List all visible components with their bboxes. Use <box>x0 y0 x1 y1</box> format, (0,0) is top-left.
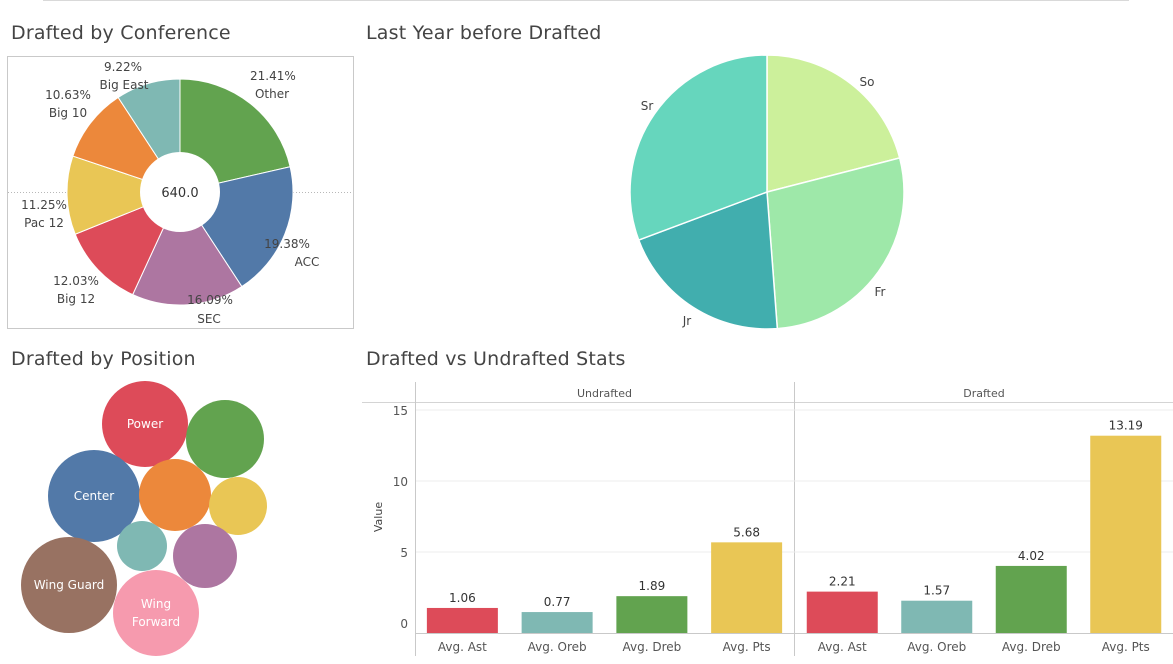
bar-value-label-drafted-avg-ast: 2.21 <box>829 575 856 589</box>
donut-slice-pac-12[interactable] <box>66 155 182 235</box>
bar-undrafted-avg-ast[interactable] <box>426 607 498 633</box>
position-bubble-power[interactable] <box>102 381 188 467</box>
donut-pct-label-big-12: 12.03% <box>53 274 99 288</box>
bar-drafted-avg-ast[interactable] <box>806 591 878 633</box>
y-tick-label-5: 5 <box>400 546 408 560</box>
last-year-pie-chart[interactable]: So Fr Jr Sr <box>629 54 905 330</box>
pie-label-so: So <box>860 75 875 89</box>
x-tick-label-undrafted-avg-oreb: Avg. Oreb <box>528 640 587 654</box>
position-bubble-chart[interactable]: Power Center Wing Guard Wing Forward <box>21 381 267 656</box>
bar-drafted-avg-dreb[interactable] <box>995 565 1067 633</box>
bar-drafted-avg-pts[interactable] <box>1090 435 1162 633</box>
panel-header-undrafted: Undrafted <box>577 387 632 400</box>
position-bubble-center[interactable] <box>48 450 140 542</box>
last-year-chart-title: Last Year before Drafted <box>366 22 602 44</box>
conference-donut-chart[interactable]: 21.41% Other 19.38% ACC 16.09% SEC 12.03% Big 1… <box>21 60 319 326</box>
y-axis-title: Value <box>372 502 385 532</box>
pie-slice-fr[interactable] <box>766 157 905 330</box>
pie-slice-jr[interactable] <box>637 190 779 330</box>
donut-category-label-acc: ACC <box>295 255 320 269</box>
x-tick-label-undrafted-avg-pts: Avg. Pts <box>723 640 771 654</box>
position-bubble-label-wing-guard: Wing Guard <box>34 578 105 592</box>
donut-category-label-big-east: Big East <box>100 78 149 92</box>
position-bubble-wing-guard[interactable] <box>21 537 117 633</box>
stats-bar-chart[interactable]: 0 5 10 15 Value Undrafted 1.06 Avg. Ast 0.77 Avg.… <box>362 382 1173 656</box>
position-chart-title: Drafted by Position <box>11 348 196 370</box>
panel-header-drafted: Drafted <box>963 387 1004 400</box>
donut-pct-label-big-10: 10.63% <box>45 88 91 102</box>
y-tick-label-15: 15 <box>393 404 408 418</box>
position-bubble-5[interactable] <box>209 477 267 535</box>
conference-chart-title: Drafted by Conference <box>11 22 231 44</box>
donut-category-label-pac-12: Pac 12 <box>24 216 64 230</box>
donut-pct-label-pac-12: 11.25% <box>21 198 67 212</box>
conference-selection-frame <box>7 56 354 329</box>
bar-value-label-drafted-avg-oreb: 1.57 <box>923 584 950 598</box>
position-bubble-7[interactable] <box>173 524 237 588</box>
y-tick-label-0: 0 <box>400 617 408 631</box>
position-bubble-label-center: Center <box>74 489 114 503</box>
donut-pct-label-big-east: 9.22% <box>104 60 142 74</box>
position-bubble-4[interactable] <box>139 459 211 531</box>
position-bubble-2[interactable] <box>186 400 264 478</box>
donut-category-label-big-10: Big 10 <box>49 106 87 120</box>
x-tick-label-drafted-avg-oreb: Avg. Oreb <box>907 640 966 654</box>
position-bubble-6[interactable] <box>117 521 167 571</box>
x-tick-label-undrafted-avg-ast: Avg. Ast <box>438 640 487 654</box>
bar-drafted-avg-oreb[interactable] <box>901 600 973 633</box>
bar-undrafted-avg-dreb[interactable] <box>616 596 688 633</box>
position-bubble-label-power: Power <box>127 417 163 431</box>
pie-label-jr: Jr <box>682 314 692 328</box>
donut-category-label-big-12: Big 12 <box>57 292 95 306</box>
stats-chart-title: Drafted vs Undrafted Stats <box>366 348 626 370</box>
bar-undrafted-avg-pts[interactable] <box>711 542 783 633</box>
donut-pct-label-acc: 19.38% <box>264 237 310 251</box>
pie-slice-sr[interactable] <box>629 54 768 241</box>
donut-category-label-sec: SEC <box>197 312 221 326</box>
donut-pct-label-other: 21.41% <box>250 69 296 83</box>
position-bubble-wing-forward[interactable] <box>113 570 199 656</box>
x-tick-label-drafted-avg-ast: Avg. Ast <box>818 640 867 654</box>
donut-hole <box>140 152 220 232</box>
x-tick-label-drafted-avg-pts: Avg. Pts <box>1102 640 1150 654</box>
bar-value-label-drafted-avg-dreb: 4.02 <box>1018 549 1045 563</box>
donut-category-label-other: Other <box>255 87 289 101</box>
bar-value-label-undrafted-avg-pts: 5.68 <box>733 525 760 539</box>
bar-undrafted-avg-oreb[interactable] <box>521 612 593 633</box>
position-bubble-label-wing-forward-1: Wing <box>141 597 171 611</box>
donut-center-total: 640.0 <box>161 186 198 201</box>
donut-pct-label-sec: 16.09% <box>187 293 233 307</box>
y-tick-label-10: 10 <box>393 475 408 489</box>
bar-value-label-undrafted-avg-oreb: 0.77 <box>544 595 571 609</box>
bar-value-label-drafted-avg-pts: 13.19 <box>1109 419 1143 433</box>
donut-slice-sec[interactable] <box>132 190 243 306</box>
bar-value-label-undrafted-avg-ast: 1.06 <box>449 591 476 605</box>
x-tick-label-undrafted-avg-dreb: Avg. Dreb <box>622 640 681 654</box>
position-bubble-label-wing-forward-2: Forward <box>132 615 180 629</box>
bar-value-label-undrafted-avg-dreb: 1.89 <box>639 579 666 593</box>
pie-slice-so[interactable] <box>766 54 901 193</box>
pie-label-sr: Sr <box>641 99 654 113</box>
x-tick-label-drafted-avg-dreb: Avg. Dreb <box>1002 640 1061 654</box>
pie-label-fr: Fr <box>875 285 886 299</box>
top-divider <box>43 0 1129 1</box>
